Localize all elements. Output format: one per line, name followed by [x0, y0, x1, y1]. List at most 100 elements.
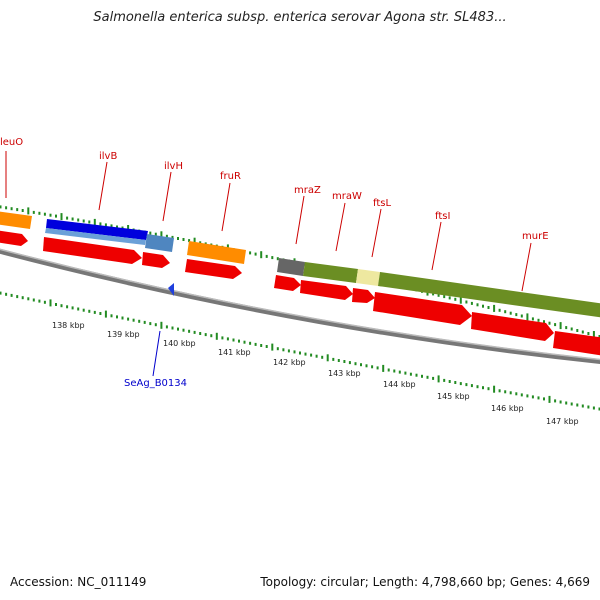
tick-mark — [215, 332, 218, 340]
tick-mark — [504, 310, 507, 314]
tick-mark — [382, 364, 385, 372]
feature-ilvH-steelblue[interactable] — [145, 234, 174, 252]
tick-mark — [232, 338, 235, 342]
tick-mark — [487, 387, 490, 391]
tick-mark — [38, 299, 41, 303]
svg-text:murE: murE — [522, 231, 549, 242]
tick-mark — [143, 320, 146, 324]
cds-arrow[interactable] — [352, 288, 375, 303]
tick-mark — [387, 368, 390, 372]
cds-arrow[interactable] — [0, 230, 28, 246]
tick-mark — [554, 399, 557, 403]
tick-mark — [110, 224, 113, 228]
tick-mark — [509, 391, 512, 395]
cds-arrow[interactable] — [471, 312, 554, 341]
tick-mark — [393, 369, 396, 373]
tick-mark — [10, 207, 13, 211]
feature-fruR-orange[interactable] — [187, 241, 246, 264]
tick-mark — [193, 330, 196, 334]
svg-text:leuO: leuO — [0, 137, 23, 148]
tick-mark — [276, 257, 279, 261]
tick-mark — [104, 310, 107, 318]
feature-ilvB-blue[interactable] — [46, 219, 148, 240]
tick-mark — [82, 308, 85, 312]
gene-label-murE: murE — [521, 231, 549, 292]
tick-mark — [537, 318, 540, 322]
tick-mark — [437, 293, 440, 297]
tick-mark — [271, 256, 274, 260]
kbp-labels: 138 kbp 139 kbp 140 kbp 141 kbp 142 kbp … — [52, 321, 579, 426]
cds-arrow[interactable] — [373, 292, 472, 325]
tick-mark — [443, 295, 446, 299]
tick-mark — [149, 231, 152, 235]
cds-arrow[interactable] — [274, 275, 301, 291]
tick-mark — [581, 404, 584, 408]
tick-mark — [454, 297, 457, 301]
tick-mark — [587, 405, 590, 409]
topology-text: Topology: circular; Length: 4,798,660 bp… — [260, 575, 590, 589]
genome-backbone — [0, 248, 600, 364]
tick-mark — [188, 239, 191, 243]
tick-mark — [21, 209, 24, 212]
tick-mark — [448, 296, 451, 300]
svg-text:mraW: mraW — [332, 191, 362, 202]
feature-marker-blue[interactable] — [168, 283, 174, 296]
tick-mark — [404, 371, 407, 375]
genome-backbone-highlight — [0, 248, 600, 361]
tick-mark — [16, 208, 19, 212]
tick-mark — [254, 342, 257, 346]
gene-label-fruR: fruR — [220, 171, 241, 232]
tick-mark — [554, 323, 557, 327]
tick-mark — [498, 389, 501, 393]
tick-mark — [204, 333, 207, 337]
tick-mark — [121, 316, 124, 320]
cds-arrow[interactable] — [43, 237, 142, 264]
cds-arrow[interactable] — [185, 259, 242, 279]
feature-mraZ-gray[interactable] — [277, 258, 305, 276]
tick-mark — [149, 322, 152, 326]
tick-mark — [592, 331, 595, 338]
cds-arrow[interactable] — [553, 331, 600, 356]
tick-mark — [376, 366, 379, 370]
tick-mark — [260, 344, 263, 347]
tick-mark — [598, 335, 600, 338]
tick-mark — [21, 296, 24, 300]
tick-mark — [32, 210, 35, 214]
tick-mark — [265, 345, 268, 348]
tick-mark — [504, 390, 507, 394]
feature-leuO-orange[interactable] — [0, 211, 32, 229]
tick-mark — [443, 378, 446, 382]
feature-mraW-olive[interactable] — [303, 262, 358, 283]
tick-mark — [520, 314, 523, 318]
tick-mark — [182, 328, 185, 332]
kbp-label: 138 kbp — [52, 321, 85, 330]
tick-mark — [459, 296, 462, 304]
cds-arrow[interactable] — [142, 252, 170, 268]
tick-mark — [243, 340, 246, 344]
tick-mark — [543, 320, 545, 324]
tick-mark — [154, 323, 157, 327]
feature-ftsI-murE-olive[interactable] — [378, 272, 600, 318]
tick-mark — [32, 298, 35, 302]
tick-mark — [498, 308, 501, 312]
tick-mark — [515, 392, 518, 396]
tick-mark — [509, 311, 512, 315]
tick-mark — [454, 381, 457, 384]
cds-arrow[interactable] — [300, 280, 353, 300]
tick-mark — [426, 375, 429, 379]
feature-ftsL-yellow[interactable] — [356, 269, 380, 286]
tick-mark — [177, 237, 179, 240]
tick-mark — [60, 213, 63, 221]
feature-ilvB-lightblue[interactable] — [45, 228, 146, 245]
gene-label-ftsI: ftsI — [431, 211, 450, 271]
tick-mark — [249, 341, 252, 345]
tick-mark — [66, 305, 69, 309]
tick-mark — [249, 251, 252, 255]
tick-mark — [343, 360, 346, 363]
svg-text:ilvB: ilvB — [99, 151, 117, 162]
tick-mark — [199, 332, 202, 335]
tick-mark — [415, 373, 418, 377]
tick-mark — [254, 252, 257, 256]
tick-mark — [570, 402, 573, 406]
tick-mark — [592, 406, 595, 410]
